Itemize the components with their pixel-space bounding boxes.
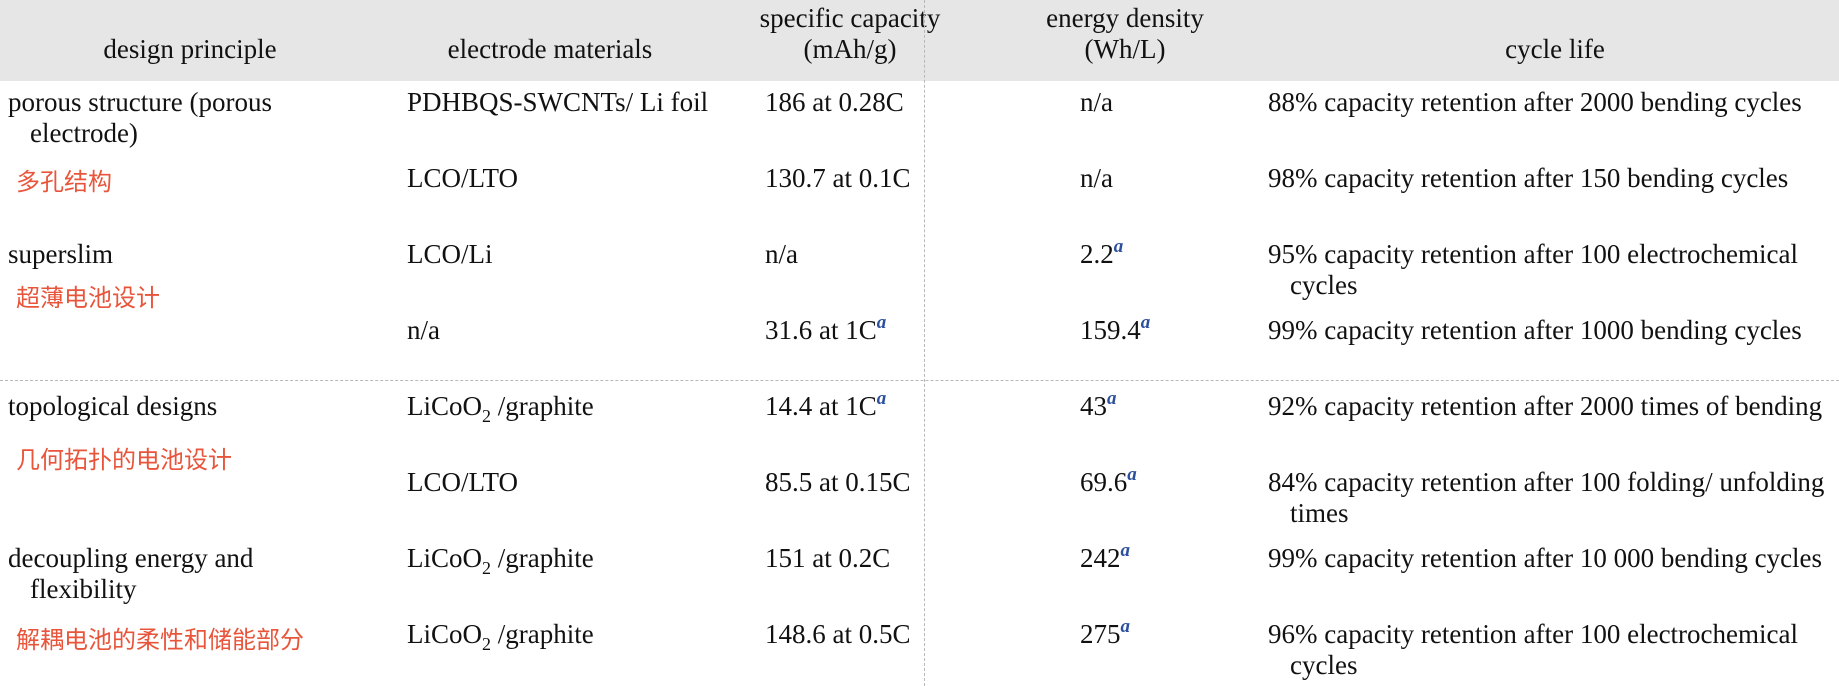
electrode-anode: /graphite <box>491 543 594 573</box>
header-cycle-life: cycle life <box>1505 34 1605 64</box>
row-8-cycle-life: 96% capacity retention after 100 electro… <box>1268 619 1798 680</box>
row-7-design-principle: decoupling energy and flexibility <box>8 543 254 604</box>
row-3-density-value: 2.2 <box>1080 239 1114 269</box>
row-8-capacity: 148.6 at 0.5C <box>765 619 911 649</box>
footnote-marker: a <box>1107 388 1117 409</box>
footnote-marker: a <box>876 388 887 409</box>
row-8-density: 275a <box>1080 616 1131 650</box>
header-specific-capacity-line1: specific capacity <box>759 3 941 33</box>
row-5-principle-chinese: 几何拓扑的电池设计 <box>16 446 232 474</box>
formula-subscript: 2 <box>482 558 492 578</box>
section-divider <box>0 380 1839 381</box>
row-7-cycle-life: 99% capacity retention after 10 000 bend… <box>1268 543 1823 573</box>
row-4-density: 159.4a <box>1080 312 1151 346</box>
row-6-density-value: 69.6 <box>1080 467 1128 497</box>
footnote-marker: a <box>1120 540 1131 561</box>
header-design-principle: design principle <box>103 34 277 64</box>
row-1-principle-chinese: 多孔结构 <box>16 168 112 196</box>
row-6-electrode: LCO/LTO <box>407 467 519 497</box>
row-5-cycle-life: 92% capacity retention after 2000 times … <box>1268 391 1823 421</box>
row-5-capacity: 14.4 at 1Ca <box>765 388 887 422</box>
row-6-capacity: 85.5 at 0.15C <box>765 467 911 497</box>
row-7-electrode: LiCoO2 /graphite <box>407 543 594 577</box>
row-2-capacity: 130.7 at 0.1C <box>765 163 911 193</box>
formula-subscript: 2 <box>482 634 492 654</box>
footnote-marker: a <box>1140 312 1151 333</box>
row-2-electrode: LCO/LTO <box>407 163 519 193</box>
electrode-formula: LiCoO <box>407 619 483 649</box>
row-7-capacity: 151 at 0.2C <box>765 543 891 573</box>
row-1-density: n/a <box>1080 87 1113 117</box>
row-4-cycle-life: 99% capacity retention after 1000 bendin… <box>1268 315 1802 345</box>
footnote-marker: a <box>1113 236 1124 257</box>
electrode-formula: LiCoO <box>407 391 483 421</box>
footnote-marker: a <box>876 312 887 333</box>
row-1-capacity: 186 at 0.28C <box>765 87 904 117</box>
row-3-density: 2.2a <box>1080 236 1124 270</box>
row-8-density-value: 275 <box>1080 619 1121 649</box>
footnote-marker: a <box>1127 464 1137 485</box>
row-5-electrode: LiCoO2 /graphite <box>407 391 594 425</box>
header-specific-capacity-unit: (mAh/g) <box>803 34 897 64</box>
row-3-electrode: LCO/Li <box>407 239 493 269</box>
row-3-principle-chinese: 超薄电池设计 <box>16 284 160 312</box>
table-header <box>0 0 1839 81</box>
electrode-formula: LiCoO <box>407 543 483 573</box>
header-energy-density-line1: energy density <box>1046 3 1204 33</box>
row-4-capacity: 31.6 at 1Ca <box>765 312 887 346</box>
electrode-anode: /graphite <box>491 619 594 649</box>
row-8-electrode: LiCoO2 /graphite <box>407 619 594 653</box>
formula-subscript: 2 <box>482 406 492 426</box>
electrode-anode: /graphite <box>491 391 594 421</box>
row-5-density-value: 43 <box>1080 391 1107 421</box>
row-3-cycle-life: 95% capacity retention after 100 electro… <box>1268 239 1798 300</box>
row-2-cycle-life: 98% capacity retention after 150 bending… <box>1268 163 1789 193</box>
column-guide-line <box>924 0 925 686</box>
row-1-electrode: PDHBQS-SWCNTs/ Li foil <box>407 87 709 117</box>
header-energy-density-unit: (Wh/L) <box>1084 34 1166 64</box>
row-3-capacity: n/a <box>765 239 798 269</box>
row-1-design-principle: porous structure (porous electrode) <box>8 87 272 148</box>
row-4-capacity-value: 31.6 at 1C <box>765 315 877 345</box>
header-electrode-materials: electrode materials <box>447 34 653 64</box>
row-4-density-value: 159.4 <box>1080 315 1141 345</box>
row-4-electrode: n/a <box>407 315 440 345</box>
row-5-design-principle: topological designs <box>8 391 218 421</box>
row-5-density: 43a <box>1080 388 1117 422</box>
row-6-density: 69.6a <box>1080 464 1137 498</box>
row-5-capacity-value: 14.4 at 1C <box>765 391 877 421</box>
row-7-principle-chinese: 解耦电池的柔性和储能部分 <box>16 626 304 654</box>
row-1-cycle-life: 88% capacity retention after 2000 bendin… <box>1268 87 1802 117</box>
row-7-density: 242a <box>1080 540 1131 574</box>
row-3-design-principle: superslim <box>8 239 113 269</box>
row-6-cycle-life: 84% capacity retention after 100 folding… <box>1268 467 1825 528</box>
row-2-density: n/a <box>1080 163 1113 193</box>
footnote-marker: a <box>1120 616 1131 637</box>
row-7-density-value: 242 <box>1080 543 1121 573</box>
